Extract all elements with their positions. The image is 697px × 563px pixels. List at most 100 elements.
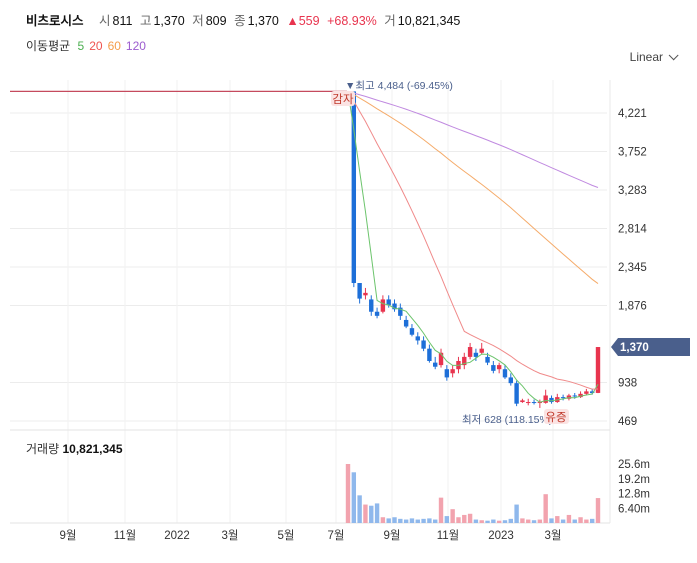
- price-tick-label: 2,814: [618, 224, 647, 236]
- candle: [526, 398, 531, 406]
- volume-bar: [450, 509, 455, 523]
- stock-header: 비츠로시스 시 811 고 1,370 저 809 종 1,370 ▲559 +68.9…: [26, 10, 460, 29]
- ma-period-60[interactable]: 60: [107, 39, 121, 53]
- high-label: 고: [139, 14, 152, 28]
- volume-bar: [398, 518, 403, 523]
- candle: [363, 287, 368, 300]
- price-tick-label: 1,876: [618, 301, 647, 313]
- candle: [514, 380, 519, 407]
- volume-bar: [526, 519, 531, 523]
- min-price-label: 최저 628 (118.15%): [462, 414, 552, 426]
- volume-bar: [514, 504, 519, 523]
- candle-body: [450, 369, 455, 374]
- candle: [584, 388, 589, 396]
- price-tick-label: 4,221: [618, 108, 647, 120]
- candle-body: [386, 299, 391, 306]
- candle-body: [369, 299, 374, 312]
- volume-bar: [363, 504, 368, 523]
- time-tick-label: 3월: [545, 529, 562, 542]
- scale-mode-label: Linear: [629, 50, 663, 64]
- candle-body: [496, 365, 502, 370]
- event-tag-label: 감자: [332, 93, 354, 106]
- volume-tick-label: 12.8m: [618, 489, 650, 501]
- candle-body: [403, 319, 409, 327]
- volume-bar: [403, 519, 409, 523]
- volume-bar: [467, 513, 473, 523]
- candle: [450, 365, 455, 378]
- volume-bar: [386, 518, 391, 523]
- moving-average-label: 이동평균: [26, 39, 71, 53]
- volume-bar: [409, 518, 415, 523]
- volume-tick-label: 6.40m: [618, 503, 650, 515]
- volume-bar: [485, 520, 490, 523]
- volume-bar: [456, 517, 461, 523]
- candle-body: [433, 362, 438, 367]
- candle: [433, 356, 438, 370]
- current-price-tag-bg: [611, 338, 690, 357]
- low-label: 저: [192, 14, 204, 28]
- close-label: 종: [234, 14, 246, 28]
- scale-mode-dropdown[interactable]: Linear: [629, 50, 679, 64]
- volume-bar: [531, 520, 537, 523]
- volume-bar: [374, 503, 380, 523]
- volume-bar: [421, 518, 426, 523]
- event-tag-bg: [331, 91, 355, 106]
- candle-body: [485, 356, 490, 363]
- candle-body: [415, 336, 420, 341]
- time-tick-label: 11월: [114, 529, 137, 542]
- volume-tick-label: 25.6m: [618, 459, 650, 471]
- volume-bar: [380, 517, 386, 523]
- candle-body: [444, 369, 450, 378]
- candle: [374, 307, 380, 319]
- volume-bar: [549, 518, 554, 523]
- stock-name: 비츠로시스: [26, 14, 84, 28]
- candle-body: [508, 377, 513, 384]
- candle: [427, 344, 432, 363]
- volume-bar: [578, 517, 583, 523]
- candle-body: [467, 347, 473, 357]
- volume-bar: [589, 518, 595, 523]
- volume-bar: [473, 519, 479, 523]
- candle: [520, 398, 525, 403]
- candle: [502, 365, 508, 380]
- volume-bar: [438, 497, 444, 523]
- candle: [467, 342, 473, 360]
- price-tick-label: 469: [618, 416, 637, 428]
- volume-bar: [427, 518, 432, 523]
- candle: [560, 394, 566, 401]
- price-tick-label: 3,752: [618, 147, 647, 159]
- candle-body: [502, 369, 508, 378]
- high-value: 1,370: [153, 14, 185, 28]
- volume-bar: [555, 516, 560, 523]
- candle: [351, 91, 357, 288]
- volume-bar: [345, 464, 351, 523]
- open-label: 시: [99, 14, 111, 28]
- volume-bar: [479, 520, 484, 523]
- time-tick-label: 9월: [60, 529, 77, 542]
- candle: [496, 362, 502, 374]
- volume-bar: [496, 520, 502, 523]
- volume-bar: [444, 516, 450, 523]
- ma20-line: [347, 91, 599, 390]
- ma-period-120[interactable]: 120: [125, 39, 146, 53]
- ma-period-20[interactable]: 20: [89, 39, 103, 53]
- candle-body: [572, 395, 577, 397]
- volume-bar: [369, 505, 374, 523]
- candle: [386, 295, 391, 308]
- candle: [491, 360, 496, 374]
- candle-body: [409, 328, 415, 335]
- price-tick-label: 3,283: [618, 185, 647, 197]
- open-value: 811: [112, 14, 133, 28]
- candle: [357, 283, 362, 304]
- candle-body: [398, 307, 403, 316]
- candle-body: [578, 393, 583, 398]
- candle-body: [438, 352, 444, 366]
- candle-body: [560, 397, 566, 399]
- candle-body: [520, 400, 525, 403]
- max-price-label: ▼최고 4,484 (-69.45%): [345, 80, 453, 92]
- ma-period-5[interactable]: 5: [77, 39, 85, 53]
- volume-bar: [572, 519, 577, 523]
- volume-bar: [543, 494, 548, 523]
- candle-body: [392, 303, 397, 310]
